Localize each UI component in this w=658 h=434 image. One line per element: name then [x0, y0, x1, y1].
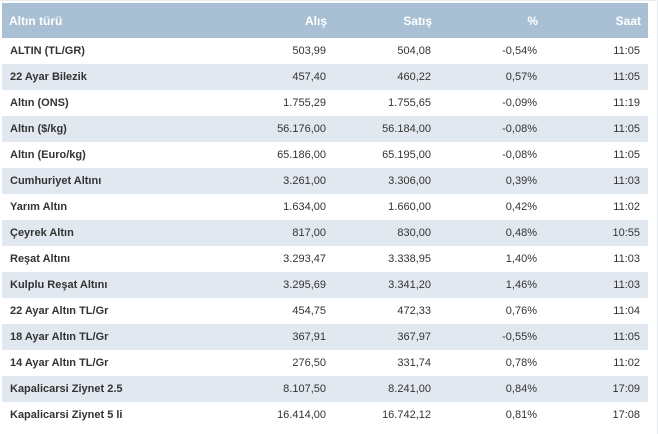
cell-buy: 56.176,00 [277, 123, 326, 135]
table-row: Altın ($/kg) 56.176,00 56.184,00 -0,08% 11:0… [2, 116, 648, 142]
cell-buy: 8.107,50 [283, 383, 326, 395]
cell-change: 0,78% [505, 357, 537, 369]
cell-time: 11:05 [613, 123, 640, 135]
cell-gold-type: Yarım Altın [10, 201, 68, 213]
cell-gold-type: 22 Ayar Altın TL/Gr [10, 305, 109, 317]
cell-sell: 472,33 [397, 305, 431, 317]
cell-sell: 1.660,00 [388, 201, 431, 213]
table-row: Kapalicarsi Ziynet 5 li 16.414,00 16.742,1… [2, 402, 648, 428]
cell-buy: 3.295,69 [283, 279, 326, 291]
cell-change: 0,57% [505, 71, 537, 83]
table-row: Çeyrek Altın 817,00 830,00 0,48% 10:55 [2, 220, 648, 246]
cell-gold-type: 14 Ayar Altın TL/Gr [10, 357, 109, 369]
cell-buy: 1.634,00 [283, 201, 326, 213]
table-row: Kulplu Reşat Altını 3.295,69 3.341,20 1,46%… [2, 272, 648, 298]
cell-time: 11:03 [613, 175, 640, 187]
cell-gold-type: Kapalicarsi Ziynet 2.5 [10, 383, 123, 395]
cell-change: 0,81% [505, 409, 537, 421]
cell-buy: 457,40 [292, 71, 326, 83]
cell-sell: 56.184,00 [382, 123, 431, 135]
cell-time: 11:05 [613, 149, 640, 161]
cell-gold-type: 18 Ayar Altın TL/Gr [10, 331, 109, 343]
cell-time: 11:04 [613, 305, 640, 317]
table-row: Yarım Altın 1.634,00 1.660,00 0,42% 11:02 [2, 194, 648, 220]
gold-price-table: Altın türü Alış Satış % Saat ALTIN (TL/G… [2, 3, 648, 428]
header-sell: Satış [403, 13, 432, 28]
cell-time: 11:02 [613, 357, 640, 369]
cell-buy: 16.414,00 [277, 409, 326, 421]
cell-sell: 8.241,00 [388, 383, 431, 395]
cell-time: 10:55 [612, 227, 640, 239]
cell-sell: 3.338,95 [388, 253, 431, 265]
cell-sell: 1.755,65 [388, 97, 431, 109]
table-row: Kapalicarsi Ziynet 2.5 8.107,50 8.241,00 0,… [2, 376, 648, 402]
table-row: 14 Ayar Altın TL/Gr 276,50 331,74 0,78% 11:0… [2, 350, 648, 376]
cell-buy: 367,91 [292, 331, 326, 343]
table-row: 22 Ayar Bilezik 457,40 460,22 0,57% 11:05 [2, 64, 648, 90]
cell-gold-type: Çeyrek Altın [10, 227, 74, 239]
cell-gold-type: Altın ($/kg) [10, 123, 67, 135]
cell-time: 11:05 [613, 331, 640, 343]
table-row: 18 Ayar Altın TL/Gr 367,91 367,97 -0,55% 11:… [2, 324, 648, 350]
cell-buy: 276,50 [292, 357, 326, 369]
table-row: Cumhuriyet Altını 3.261,00 3.306,00 0,39% 11… [2, 168, 648, 194]
cell-change: 1,46% [505, 279, 537, 291]
cell-change: -0,54% [502, 45, 537, 57]
header-buy: Alış [304, 13, 327, 28]
cell-buy: 454,75 [292, 305, 326, 317]
cell-buy: 3.261,00 [283, 175, 326, 187]
cell-change: -0,08% [502, 149, 537, 161]
cell-buy: 817,00 [292, 227, 326, 239]
cell-sell: 3.306,00 [388, 175, 431, 187]
cell-time: 11:05 [613, 71, 640, 83]
cell-time: 17:08 [612, 409, 640, 421]
header-gold-type: Altın türü [9, 13, 63, 28]
cell-change: -0,55% [502, 331, 537, 343]
cell-sell: 367,97 [397, 331, 431, 343]
table-row: 22 Ayar Altın TL/Gr 454,75 472,33 0,76% 11:0… [2, 298, 648, 324]
cell-sell: 460,22 [397, 71, 431, 83]
header-time: Saat [615, 13, 641, 28]
cell-change: 0,39% [505, 175, 537, 187]
cell-time: 11:03 [613, 253, 640, 265]
cell-change: 0,84% [505, 383, 537, 395]
cell-sell: 3.341,20 [388, 279, 431, 291]
cell-buy: 503,99 [292, 45, 326, 57]
cell-buy: 3.293,47 [283, 253, 326, 265]
cell-time: 11:02 [613, 201, 640, 213]
cell-gold-type: Altın (Euro/kg) [10, 149, 86, 161]
table-header-row: Altın türü Alış Satış % Saat [2, 3, 648, 38]
cell-change: 0,76% [505, 305, 537, 317]
table-row: Reşat Altını 3.293,47 3.338,95 1,40% 11:03 [2, 246, 648, 272]
header-change: % [527, 13, 538, 28]
cell-change: 0,48% [505, 227, 537, 239]
cell-buy: 1.755,29 [283, 97, 326, 109]
cell-gold-type: Altın (ONS) [10, 97, 69, 109]
table-row: Altın (ONS) 1.755,29 1.755,65 -0,09% 11:19 [2, 90, 648, 116]
cell-change: -0,08% [502, 123, 537, 135]
table-row: Altın (Euro/kg) 65.186,00 65.195,00 -0,08% 1… [2, 142, 648, 168]
cell-gold-type: ALTIN (TL/GR) [10, 45, 85, 57]
cell-time: 11:05 [613, 45, 640, 57]
cell-gold-type: Kulplu Reşat Altını [10, 279, 108, 291]
cell-gold-type: Cumhuriyet Altını [10, 175, 102, 187]
cell-time: 11:03 [613, 279, 640, 291]
cell-buy: 65.186,00 [277, 149, 326, 161]
cell-sell: 65.195,00 [382, 149, 431, 161]
cell-gold-type: Kapalicarsi Ziynet 5 li [10, 409, 123, 421]
cell-sell: 504,08 [397, 45, 431, 57]
cell-time: 17:09 [612, 383, 640, 395]
cell-change: 1,40% [505, 253, 537, 265]
cell-sell: 16.742,12 [382, 409, 431, 421]
cell-time: 11:19 [613, 97, 640, 109]
cell-sell: 830,00 [397, 227, 431, 239]
cell-gold-type: Reşat Altını [10, 253, 71, 265]
cell-sell: 331,74 [397, 357, 431, 369]
cell-change: 0,42% [505, 201, 537, 213]
cell-gold-type: 22 Ayar Bilezik [10, 71, 87, 83]
table-row: ALTIN (TL/GR) 503,99 504,08 -0,54% 11:05 [2, 38, 648, 64]
cell-change: -0,09% [502, 97, 537, 109]
